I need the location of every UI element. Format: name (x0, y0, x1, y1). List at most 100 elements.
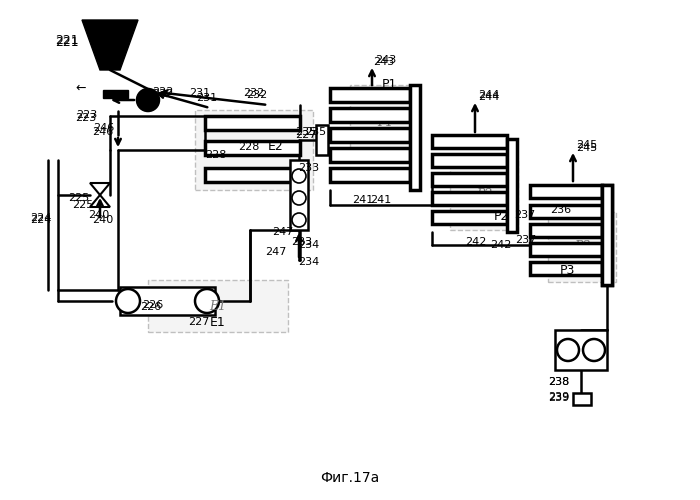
Text: 224: 224 (30, 215, 51, 225)
Text: 245: 245 (576, 140, 597, 150)
Bar (330, 168, 410, 182)
Text: 243: 243 (373, 57, 394, 67)
Bar (432, 192, 507, 205)
Text: 222: 222 (152, 87, 174, 97)
FancyBboxPatch shape (450, 158, 518, 230)
Text: 243: 243 (375, 55, 396, 65)
FancyBboxPatch shape (195, 110, 313, 190)
Text: E1: E1 (209, 300, 227, 312)
Bar (507, 139, 517, 232)
Text: 242: 242 (465, 237, 486, 247)
Bar (316, 125, 328, 155)
Bar (205, 141, 300, 155)
Bar (530, 224, 602, 237)
Text: 235: 235 (295, 127, 316, 137)
Bar (432, 173, 507, 186)
Text: 228: 228 (238, 142, 260, 152)
Text: P2: P2 (476, 188, 492, 200)
Text: 231: 231 (196, 93, 217, 103)
Bar (432, 211, 507, 224)
Bar (432, 135, 507, 148)
Circle shape (557, 339, 579, 361)
Text: 233: 233 (298, 163, 319, 173)
Text: 238: 238 (548, 377, 569, 387)
Circle shape (292, 213, 306, 227)
Text: 225: 225 (72, 200, 93, 210)
Bar (432, 154, 507, 167)
FancyBboxPatch shape (548, 212, 616, 282)
Circle shape (583, 339, 605, 361)
Bar (530, 262, 602, 275)
Text: 227: 227 (295, 130, 316, 140)
Text: E1: E1 (210, 316, 226, 328)
Bar (602, 185, 612, 285)
Bar (330, 108, 410, 122)
Text: 223: 223 (76, 110, 97, 120)
Polygon shape (82, 20, 138, 70)
Bar (573, 393, 591, 405)
Text: 223: 223 (75, 113, 97, 123)
Text: 237: 237 (514, 210, 536, 220)
Text: 228: 228 (205, 150, 226, 160)
Bar (555, 330, 607, 370)
Circle shape (292, 191, 306, 205)
Text: E2: E2 (268, 140, 284, 153)
Text: 232: 232 (246, 90, 267, 100)
Text: 236: 236 (550, 205, 571, 215)
Text: 227: 227 (188, 317, 209, 327)
Text: E2: E2 (246, 144, 262, 156)
Text: 233: 233 (291, 237, 312, 247)
Text: 244: 244 (478, 90, 499, 100)
Text: P2: P2 (494, 210, 510, 224)
Text: 221: 221 (55, 34, 78, 46)
Text: 231: 231 (189, 88, 210, 98)
Text: 246: 246 (93, 123, 114, 133)
Polygon shape (90, 183, 110, 195)
Bar (330, 88, 410, 102)
Bar (205, 116, 300, 130)
Text: 247: 247 (272, 227, 293, 237)
Text: 235: 235 (305, 127, 326, 137)
Text: 246: 246 (92, 127, 113, 137)
Bar (602, 185, 612, 285)
Text: 238: 238 (548, 377, 569, 387)
Circle shape (195, 289, 219, 313)
Bar (530, 205, 602, 218)
Text: 226: 226 (142, 300, 163, 310)
Text: 224: 224 (30, 213, 51, 223)
Bar (330, 148, 410, 162)
Text: 242: 242 (490, 240, 512, 250)
Bar (530, 185, 602, 198)
Circle shape (116, 289, 140, 313)
Text: 247: 247 (265, 247, 286, 257)
Text: 225: 225 (68, 193, 90, 203)
FancyBboxPatch shape (148, 280, 288, 332)
Bar (205, 168, 300, 182)
Text: ←: ← (75, 82, 85, 94)
Bar (330, 128, 410, 142)
Text: 239: 239 (548, 393, 569, 403)
Text: 234: 234 (298, 257, 319, 267)
Bar (410, 85, 420, 190)
Text: 222: 222 (152, 89, 174, 99)
Text: P1: P1 (377, 116, 393, 129)
Circle shape (292, 169, 306, 183)
Text: 240: 240 (88, 210, 109, 220)
Text: P3: P3 (560, 264, 575, 276)
Text: 234: 234 (298, 240, 319, 250)
Polygon shape (90, 195, 110, 207)
FancyBboxPatch shape (350, 85, 420, 160)
Text: 239: 239 (548, 392, 569, 402)
Text: 241: 241 (352, 195, 373, 205)
Text: 221: 221 (55, 36, 78, 49)
Circle shape (137, 89, 159, 111)
Bar (290, 160, 308, 230)
Bar (120, 287, 215, 315)
Text: Фиг.17а: Фиг.17а (321, 471, 379, 485)
Bar (103, 90, 128, 98)
Bar (530, 243, 602, 256)
Text: 237: 237 (515, 235, 536, 245)
Text: 226: 226 (140, 302, 161, 312)
Text: 245: 245 (576, 143, 597, 153)
Text: P3: P3 (574, 240, 590, 254)
